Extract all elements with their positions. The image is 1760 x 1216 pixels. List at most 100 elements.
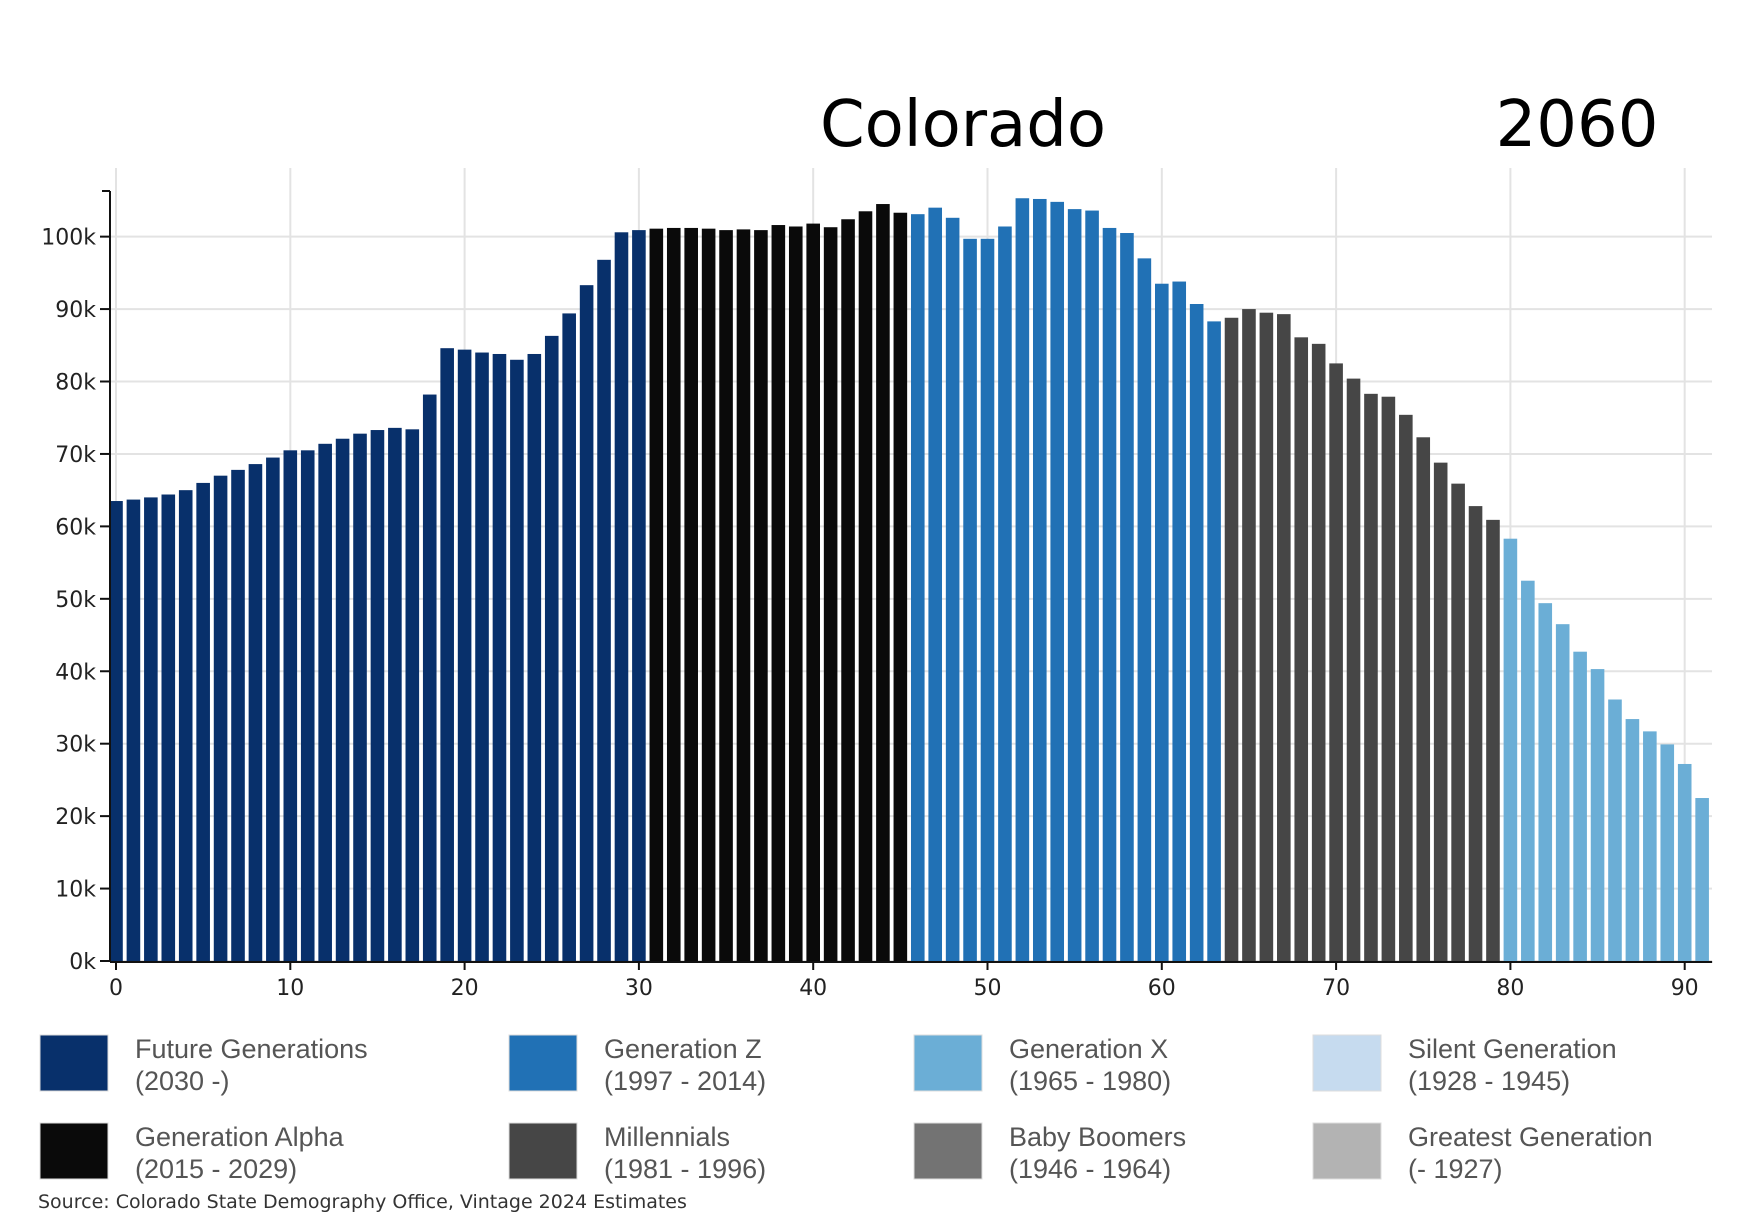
- legend-range: (1965 - 1980): [1009, 1066, 1171, 1096]
- bar-age-63: [1207, 321, 1221, 961]
- bar-age-87: [1625, 719, 1640, 961]
- legend-label: Greatest Generation: [1408, 1122, 1653, 1152]
- bar-age-21: [475, 352, 489, 961]
- bar-age-70: [1329, 363, 1343, 961]
- bar-age-42: [841, 219, 855, 961]
- legend-range: (2030 -): [135, 1066, 230, 1096]
- legend-label: Generation Alpha: [135, 1122, 345, 1152]
- axes: 0k 10k 20k 30k 40k 50k 60k 70k 80k 90k 100k 0 10 20 30…: [41, 190, 1713, 1001]
- y-tick-label: 80k: [55, 371, 96, 396]
- bar-age-72: [1364, 393, 1378, 961]
- legend: Future Generations(2030 -)Generation Z(1…: [39, 1034, 1653, 1184]
- bar-age-17: [405, 429, 420, 961]
- legend-range: (- 1927): [1408, 1154, 1503, 1184]
- bar-age-37: [754, 230, 768, 961]
- source-note: Source: Colorado State Demography Office…: [38, 1191, 687, 1213]
- y-tick-label: 100k: [41, 226, 96, 251]
- bar-age-34: [701, 228, 716, 961]
- bar-age-71: [1346, 378, 1361, 961]
- bar-age-0: [109, 501, 123, 961]
- bar-age-85: [1590, 669, 1605, 961]
- bar-age-31: [649, 228, 664, 961]
- bar-age-58: [1120, 233, 1134, 961]
- bar-age-26: [562, 313, 576, 961]
- bar-age-46: [910, 214, 925, 961]
- x-tick-label: 30: [625, 976, 653, 1001]
- bar-age-69: [1311, 343, 1326, 961]
- bar-age-25: [544, 335, 559, 961]
- bar-age-77: [1451, 483, 1465, 961]
- y-tick-label: 90k: [55, 298, 96, 323]
- bar-age-14: [353, 433, 367, 962]
- chart-title: Colorado: [820, 88, 1106, 162]
- bar-age-18: [422, 394, 437, 961]
- x-tick-label: 20: [451, 976, 479, 1001]
- bar-age-84: [1573, 651, 1587, 961]
- bar-age-50: [980, 238, 995, 961]
- bar-age-45: [893, 212, 908, 961]
- bar-age-47: [928, 207, 943, 961]
- bar-age-57: [1102, 227, 1117, 961]
- bar-age-55: [1067, 209, 1082, 961]
- x-tick-label: 0: [109, 976, 123, 1001]
- legend-swatch: [508, 1034, 578, 1092]
- legend-swatch: [1312, 1122, 1382, 1180]
- legend-label: Millennials: [604, 1122, 730, 1152]
- bar-age-56: [1085, 210, 1099, 961]
- x-tick-label: 10: [276, 976, 304, 1001]
- bar-age-64: [1224, 317, 1239, 961]
- bar-age-7: [231, 469, 245, 961]
- bar-age-23: [510, 359, 524, 961]
- bar-age-74: [1399, 414, 1413, 961]
- bar-age-29: [614, 232, 629, 961]
- x-tick-label: 60: [1148, 976, 1176, 1001]
- bar-age-40: [806, 223, 820, 961]
- bar-age-19: [440, 348, 454, 961]
- legend-label: Baby Boomers: [1009, 1122, 1186, 1152]
- bar-age-16: [388, 427, 402, 961]
- bar-age-89: [1660, 744, 1675, 961]
- x-tick-label: 70: [1322, 976, 1350, 1001]
- x-tick-label: 40: [799, 976, 827, 1001]
- bar-age-81: [1521, 580, 1535, 961]
- bar-age-43: [858, 211, 873, 961]
- bar-age-66: [1259, 312, 1274, 961]
- bar-age-53: [1032, 198, 1047, 961]
- bar-age-78: [1468, 506, 1483, 961]
- bar-age-73: [1381, 396, 1396, 961]
- bar-age-15: [370, 430, 385, 961]
- bar-age-30: [632, 230, 646, 961]
- bar-age-44: [876, 204, 890, 961]
- bar-age-54: [1050, 201, 1065, 961]
- bar-age-8: [248, 464, 263, 961]
- legend-range: (1997 - 2014): [604, 1066, 766, 1096]
- bar-age-80: [1503, 538, 1518, 961]
- bar-age-38: [771, 225, 786, 961]
- bar-age-12: [318, 443, 332, 962]
- bar-age-11: [300, 450, 315, 961]
- legend-range: (1946 - 1964): [1009, 1154, 1171, 1184]
- bar-age-4: [178, 490, 193, 961]
- bar-age-27: [579, 285, 594, 961]
- bar-age-75: [1416, 437, 1431, 962]
- bar-age-67: [1277, 314, 1291, 961]
- legend-range: (1928 - 1945): [1408, 1066, 1570, 1096]
- bar-age-5: [196, 482, 210, 961]
- bar-age-9: [266, 457, 280, 961]
- bar-age-39: [788, 226, 803, 961]
- bar-age-83: [1555, 624, 1570, 961]
- legend-label: Generation Z: [604, 1034, 762, 1064]
- y-tick-label: 10k: [55, 878, 96, 903]
- bar-age-22: [492, 353, 507, 961]
- bar-age-88: [1643, 731, 1657, 961]
- y-tick-label: 20k: [55, 805, 96, 830]
- legend-swatch: [39, 1122, 109, 1180]
- bar-age-79: [1486, 519, 1500, 961]
- bar-age-6: [213, 475, 228, 961]
- bar-age-20: [457, 349, 472, 961]
- legend-label: Generation X: [1009, 1034, 1168, 1064]
- bar-age-35: [719, 230, 733, 961]
- bar-age-13: [335, 438, 350, 962]
- bar-age-90: [1677, 763, 1692, 961]
